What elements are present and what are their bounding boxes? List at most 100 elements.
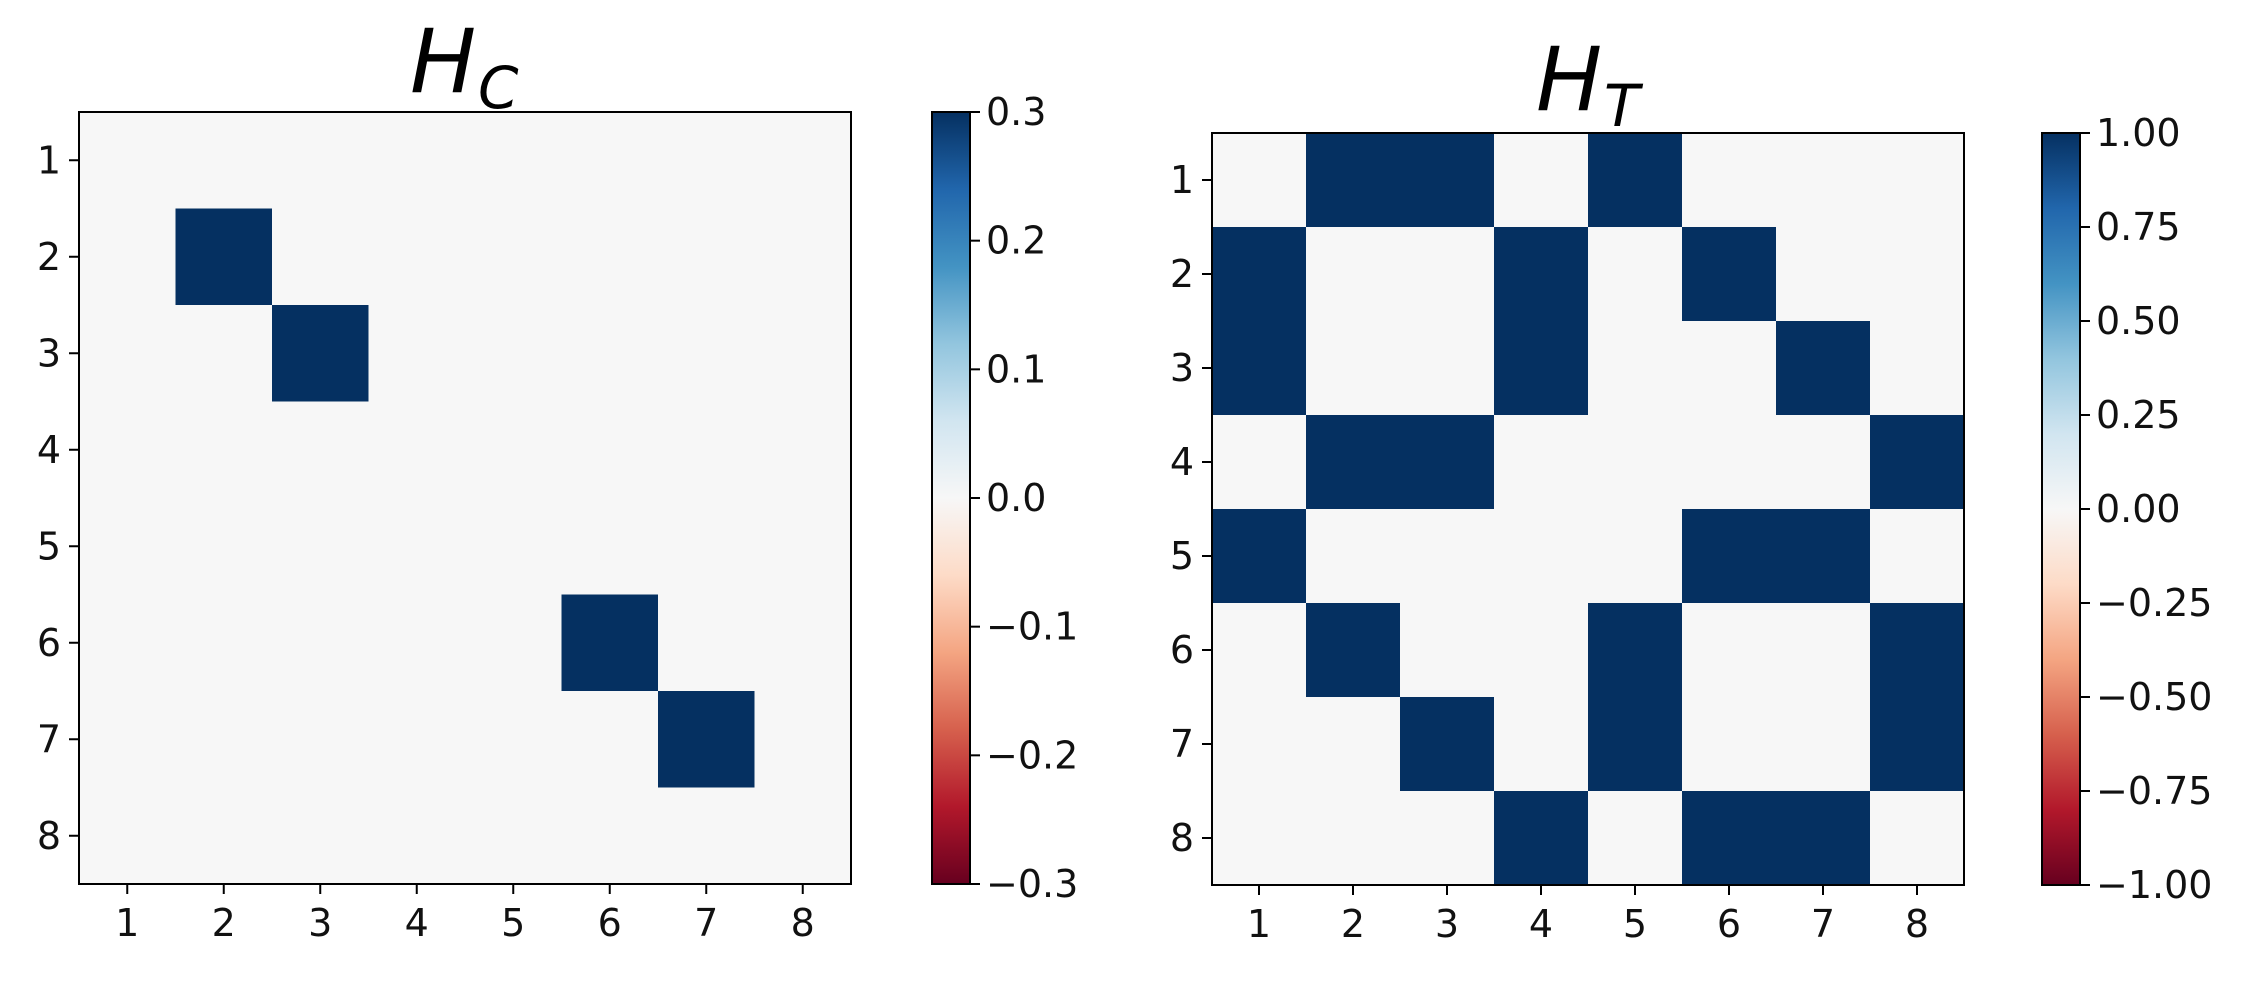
panel-hc-title: H — [410, 10, 476, 113]
panel-ht-colorbar-tick-label: 0.00 — [2096, 487, 2181, 531]
panel-hc-colorbar-tick-label: 0.0 — [986, 476, 1046, 520]
panel-hc-y-axis: 1 2 3 4 5 6 7 8 — [37, 138, 79, 858]
panel-hc-cell-r1-c7 — [658, 112, 756, 210]
panel-hc-cell-r3-c3 — [272, 305, 370, 403]
panel-hc-cell-r6-c1 — [79, 594, 177, 692]
panel-ht-cell-r8-c3 — [1400, 791, 1495, 886]
panel-hc-cell-r7-c5 — [465, 691, 563, 789]
panel-hc-cell-r7-c7 — [658, 691, 756, 789]
panel-ht-y-axis: 1 2 3 4 5 6 7 8 — [1170, 158, 1212, 860]
panel-hc-cell-r3-c6 — [561, 305, 659, 403]
panel-hc-colorbar-gradient — [932, 112, 970, 884]
panel-hc-cell-r2-c7 — [658, 208, 756, 306]
panel-hc-cell-r8-c3 — [272, 787, 370, 885]
panel-ht-y-tick-label: 8 — [1170, 816, 1194, 860]
panel-ht-cell-r6-c6 — [1682, 603, 1777, 698]
panel-ht-cell-r8-c1 — [1212, 791, 1307, 886]
panel-ht-cell-r8-c8 — [1870, 791, 1965, 886]
panel-ht-plot-frame — [1211, 132, 1965, 886]
panel-ht-cell-r3-c5 — [1588, 321, 1683, 416]
panel-ht-cell-r8-c6 — [1682, 791, 1777, 886]
panel-ht-colorbar-tick-label: 1.00 — [2096, 111, 2181, 155]
panel-hc-cell-r1-c3 — [272, 112, 370, 210]
panel-ht-cell-r4-c3 — [1400, 415, 1495, 510]
panel-ht-cell-r6-c1 — [1212, 603, 1307, 698]
panel-ht-cell-r5-c7 — [1776, 509, 1871, 604]
panel-ht-cell-r5-c3 — [1400, 509, 1495, 604]
panel-hc-cell-r4-c1 — [79, 401, 177, 499]
panel-hc-x-axis: 1 2 3 4 5 6 7 8 — [115, 884, 815, 945]
panel-hc-cell-r3-c8 — [754, 305, 852, 403]
panel-hc-cell-r6-c8 — [754, 594, 852, 692]
panel-ht-x-axis: 1 2 3 4 5 6 7 8 — [1247, 885, 1929, 946]
panel-ht-y-tick-label: 7 — [1170, 722, 1194, 766]
panel-hc-heatmap — [79, 112, 852, 885]
panel-hc-cell-r1-c1 — [79, 112, 177, 210]
panel-ht-cell-r5-c2 — [1306, 509, 1401, 604]
panel-ht-colorbar-axis: 1.00 0.75 0.50 0.25 0.00 −0.25 −0.50 −0.75 −1.00 — [2080, 111, 2212, 907]
panel-ht-cell-r1-c7 — [1776, 133, 1871, 228]
panel-hc-cell-r5-c2 — [175, 498, 273, 596]
panel-hc-x-tick-label: 8 — [791, 901, 815, 945]
panel-hc-x-tick-label: 7 — [694, 901, 718, 945]
panel-ht-x-tick-label: 3 — [1435, 902, 1459, 946]
panel-ht-cell-r2-c1 — [1212, 227, 1307, 322]
panel-ht-x-tick-label: 5 — [1623, 902, 1647, 946]
panel-ht-cell-r2-c5 — [1588, 227, 1683, 322]
panel-ht-cell-r2-c8 — [1870, 227, 1965, 322]
panel-ht-colorbar-tick-label: 0.75 — [2096, 205, 2181, 249]
panel-hc-cell-r8-c5 — [465, 787, 563, 885]
panel-ht-colorbar-gradient — [2042, 133, 2080, 885]
panel-hc-cell-r4-c7 — [658, 401, 756, 499]
panel-hc-x-tick-label: 2 — [212, 901, 236, 945]
panel-hc-x-tick-label: 6 — [598, 901, 622, 945]
panel-hc-cell-r4-c6 — [561, 401, 659, 499]
panel-hc-colorbar-tick-label: −0.2 — [986, 733, 1078, 777]
panel-ht-cell-r5-c1 — [1212, 509, 1307, 604]
panel-ht-cell-r4-c7 — [1776, 415, 1871, 510]
panel-ht-cell-r3-c6 — [1682, 321, 1777, 416]
panel-hc-cell-r7-c4 — [368, 691, 466, 789]
panel-hc-colorbar-tick-label: 0.1 — [986, 347, 1046, 391]
panel-ht-cell-r3-c1 — [1212, 321, 1307, 416]
panel-ht-cell-r2-c3 — [1400, 227, 1495, 322]
panel-ht-cell-r6-c5 — [1588, 603, 1683, 698]
panel-ht-cell-r7-c3 — [1400, 697, 1495, 792]
panel-hc-cell-r8-c4 — [368, 787, 466, 885]
panel-ht-colorbar-tick-label: 0.50 — [2096, 299, 2181, 343]
panel-hc-cell-r4-c5 — [465, 401, 563, 499]
panel-hc-y-tick-label: 7 — [37, 717, 61, 761]
panel-hc-cell-r6-c2 — [175, 594, 273, 692]
panel-ht-cell-r4-c2 — [1306, 415, 1401, 510]
panel-ht-colorbar-tick-label: −0.25 — [2096, 581, 2212, 625]
panel-hc-cell-r2-c3 — [272, 208, 370, 306]
panel-ht-cell-r1-c3 — [1400, 133, 1495, 228]
panel-ht-y-tick-label: 6 — [1170, 628, 1194, 672]
panel-ht-cell-r8-c5 — [1588, 791, 1683, 886]
panel-ht-cell-r6-c2 — [1306, 603, 1401, 698]
panel-hc-cell-r8-c7 — [658, 787, 756, 885]
panel-hc-x-tick-label: 1 — [115, 901, 139, 945]
panel-ht-cell-r8-c4 — [1494, 791, 1589, 886]
panel-hc-cell-r6-c4 — [368, 594, 466, 692]
panel-hc-cell-r3-c2 — [175, 305, 273, 403]
panel-hc-cell-r2-c8 — [754, 208, 852, 306]
panel-hc-cell-r3-c1 — [79, 305, 177, 403]
panel-hc-y-tick-label: 3 — [37, 331, 61, 375]
panel-hc-cell-r6-c5 — [465, 594, 563, 692]
panel-hc-plot-frame — [78, 111, 852, 885]
panel-hc-cell-r5-c7 — [658, 498, 756, 596]
panel-ht-cell-r3-c2 — [1306, 321, 1401, 416]
panel-ht-cell-r7-c4 — [1494, 697, 1589, 792]
panel-ht: H T 1 2 3 4 5 6 7 8 1 2 3 4 5 6 7 8 1.00 0.75 0.50 0.25 0.… — [1170, 28, 2213, 946]
panel-hc-colorbar-tick-label: 0.2 — [986, 219, 1046, 263]
panel-hc-cell-r1-c6 — [561, 112, 659, 210]
panel-ht-x-tick-label: 4 — [1529, 902, 1553, 946]
panel-hc-cell-r6-c7 — [658, 594, 756, 692]
panel-ht-cell-r5-c6 — [1682, 509, 1777, 604]
panel-ht-x-tick-label: 8 — [1905, 902, 1929, 946]
panel-ht-x-tick-label: 2 — [1341, 902, 1365, 946]
panel-ht-cell-r4-c8 — [1870, 415, 1965, 510]
panel-hc-title-subscript: C — [478, 54, 519, 122]
